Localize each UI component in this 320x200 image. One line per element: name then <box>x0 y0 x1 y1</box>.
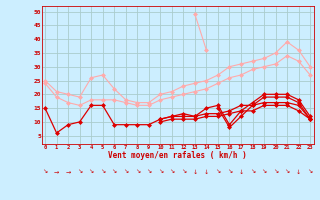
X-axis label: Vent moyen/en rafales ( km/h ): Vent moyen/en rafales ( km/h ) <box>108 151 247 160</box>
